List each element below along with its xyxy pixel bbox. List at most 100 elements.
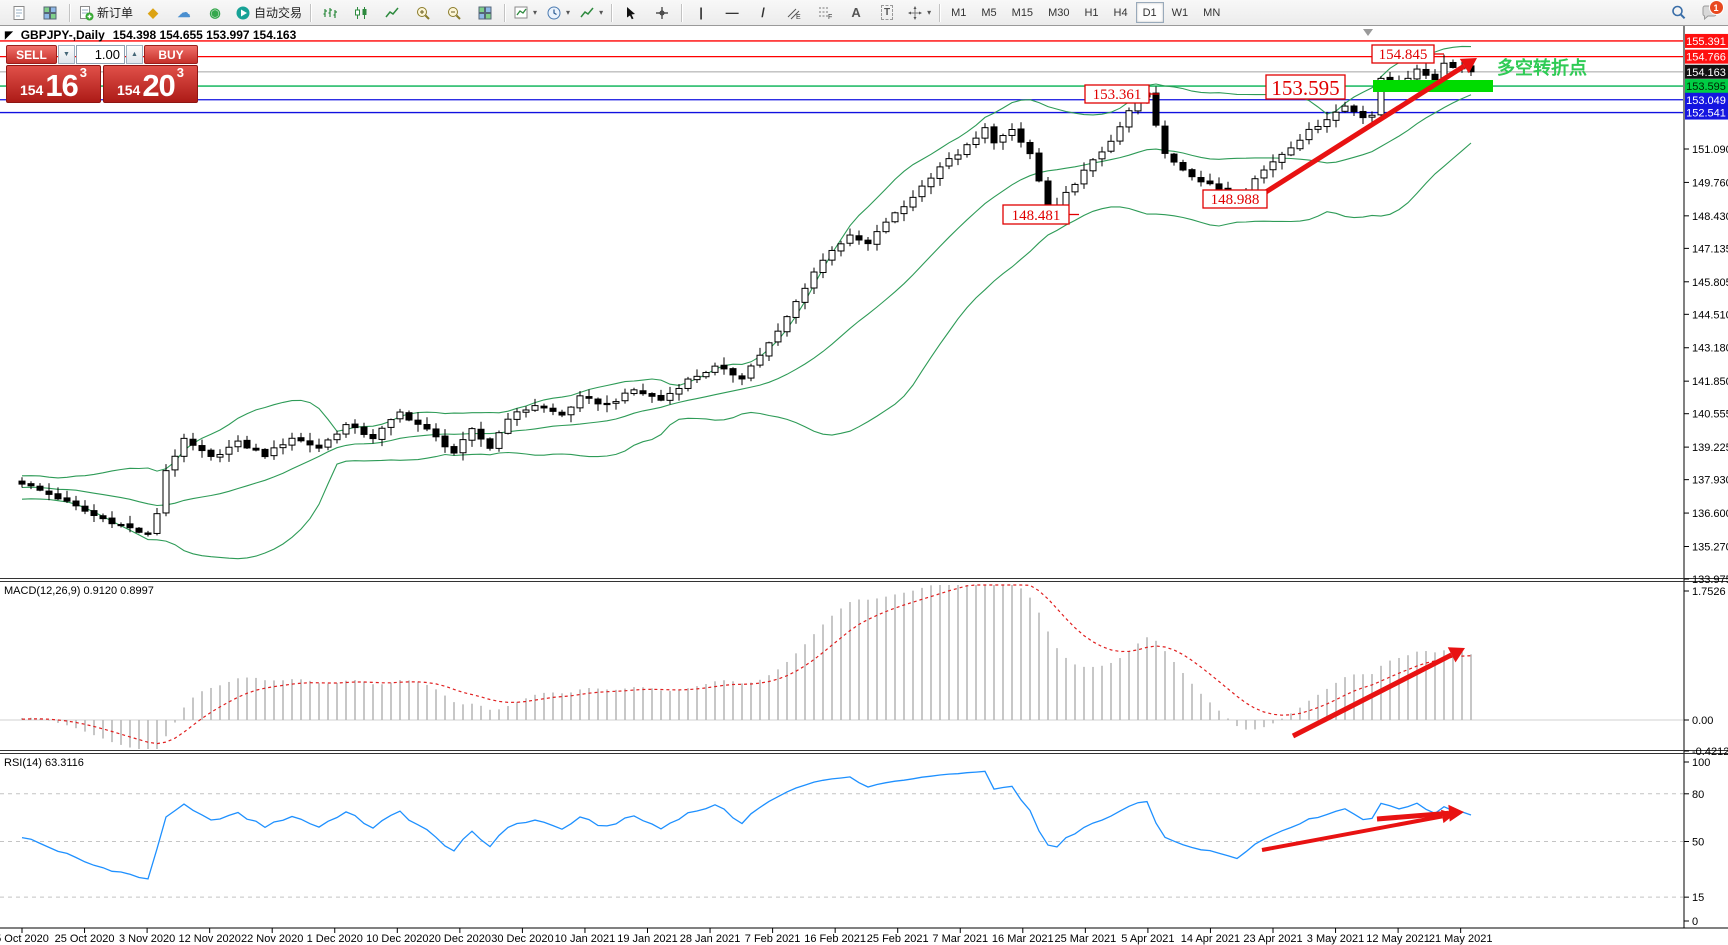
- dropdown-caret-icon[interactable]: ▾: [599, 8, 604, 17]
- indicators-icon[interactable]: ▾: [509, 1, 541, 24]
- svg-text:21 May 2021: 21 May 2021: [1429, 933, 1493, 945]
- svg-text:1.7526: 1.7526: [1692, 586, 1726, 598]
- new-order-button[interactable]: 新订单: [74, 1, 137, 24]
- timeframe-button-d1[interactable]: D1: [1135, 2, 1164, 23]
- crosshair-icon: [654, 5, 670, 21]
- arrows-icon[interactable]: ▾: [903, 1, 935, 24]
- svg-text:151.090: 151.090: [1692, 144, 1728, 156]
- svg-text:F: F: [828, 14, 832, 21]
- svg-text:10 Dec 2020: 10 Dec 2020: [366, 933, 428, 945]
- zoom-in-icon[interactable]: [408, 1, 438, 24]
- tile-windows-icon[interactable]: [470, 1, 500, 24]
- timeframe-button-m30[interactable]: M30: [1048, 6, 1070, 19]
- line-chart-icon[interactable]: [377, 1, 407, 24]
- sell-button[interactable]: SELL: [6, 45, 57, 64]
- buy-price-pip: 3: [176, 65, 185, 80]
- timeframe-button-m1[interactable]: M1: [951, 6, 967, 19]
- sell-price-pip: 3: [79, 65, 88, 80]
- crosshair-icon[interactable]: [647, 1, 677, 24]
- new-order-button-label: 新订单: [97, 6, 134, 20]
- candlestick-chart-icon: [353, 5, 369, 21]
- svg-text:155.391: 155.391: [1686, 36, 1726, 48]
- toolbar: 新订单 ◆ ☁ ◉ 自动交易 ▾ ▾ ▾ | — / E F A T ▾ M1 M5 M15 M30 H1 H4 D1 W1 M…: [0, 0, 1728, 26]
- autotrading-button[interactable]: 自动交易: [231, 1, 306, 24]
- fibonacci-icon: F: [817, 5, 833, 21]
- timeframe-button-mn[interactable]: MN: [1203, 6, 1221, 19]
- svg-text:148.430: 148.430: [1692, 211, 1728, 223]
- arrows-icon: [907, 5, 923, 21]
- svg-text:80: 80: [1692, 789, 1704, 801]
- sell-price-box[interactable]: 154 16 3: [6, 65, 101, 103]
- new-chart-icon[interactable]: [4, 1, 34, 24]
- text-icon[interactable]: A: [841, 1, 871, 24]
- periods-icon[interactable]: ▾: [542, 1, 574, 24]
- buy-button[interactable]: BUY: [144, 45, 198, 64]
- profiles-icon[interactable]: [35, 1, 65, 24]
- price-axis: 151.090 149.760 148.430 147.135 145.805 144.5…: [1684, 33, 1728, 928]
- rsi-line: [21, 770, 1472, 880]
- equidistant-channel-icon: E: [786, 5, 802, 21]
- svg-text:22 Nov 2020: 22 Nov 2020: [241, 933, 303, 945]
- chart-expand-icon[interactable]: ◤: [5, 29, 13, 41]
- metaeditor-icon[interactable]: ◆: [138, 1, 168, 24]
- svg-text:10 Jan 2021: 10 Jan 2021: [555, 933, 616, 945]
- volume-decrease-button[interactable]: ▼: [58, 45, 75, 64]
- vertical-line-icon[interactable]: |: [686, 1, 716, 24]
- volume-increase-button[interactable]: ▲: [126, 45, 143, 64]
- svg-text:-0.4212: -0.4212: [1692, 746, 1728, 758]
- svg-text:152.541: 152.541: [1686, 108, 1726, 120]
- fibonacci-icon[interactable]: F: [810, 1, 840, 24]
- rsi-label: RSI(14) 63.3116: [4, 757, 84, 769]
- svg-text:137.930: 137.930: [1692, 475, 1728, 487]
- periods-icon: [546, 5, 562, 21]
- toolbar-separator: [69, 3, 70, 22]
- candlestick-chart-icon[interactable]: [346, 1, 376, 24]
- timeframe-button-w1[interactable]: W1: [1171, 6, 1189, 19]
- volume-input[interactable]: [76, 45, 125, 64]
- text-label-icon[interactable]: T: [872, 1, 902, 24]
- chart-symbol-period: GBPJPY-,Daily: [20, 28, 105, 42]
- svg-text:136.600: 136.600: [1692, 508, 1728, 520]
- svg-text:12 May 2021: 12 May 2021: [1366, 933, 1430, 945]
- zoom-out-icon[interactable]: [439, 1, 469, 24]
- timeframe-button-h4[interactable]: H4: [1113, 6, 1128, 19]
- search-icon[interactable]: [1663, 1, 1693, 24]
- signals-icon-glyph: ◉: [209, 5, 221, 20]
- chart-region[interactable]: MACD(12,26,9) 0.9120 0.8997 RSI(14) 63.31…: [0, 26, 1728, 945]
- svg-text:19 Jan 2021: 19 Jan 2021: [617, 933, 678, 945]
- dropdown-caret-icon[interactable]: ▾: [927, 8, 932, 17]
- svg-text:20 Dec 2020: 20 Dec 2020: [429, 933, 491, 945]
- sell-price-prefix: 154: [19, 82, 44, 98]
- equidistant-channel-icon[interactable]: E: [779, 1, 809, 24]
- svg-text:1 Dec 2020: 1 Dec 2020: [307, 933, 363, 945]
- svg-text:145.805: 145.805: [1692, 277, 1728, 289]
- community-icon[interactable]: ☁: [169, 1, 199, 24]
- horizontal-line-icon[interactable]: —: [717, 1, 747, 24]
- chart-frame: [0, 26, 1728, 929]
- toolbar-separator: [681, 3, 683, 22]
- cursor-icon[interactable]: [616, 1, 646, 24]
- buy-price-box[interactable]: 154 20 3: [103, 65, 198, 103]
- candles-layer: [18, 54, 1475, 537]
- chart-canvas[interactable]: MACD(12,26,9) 0.9120 0.8997 RSI(14) 63.31…: [0, 26, 1728, 945]
- timeframe-button-m5[interactable]: M5: [981, 6, 997, 19]
- bollinger-bands: [21, 45, 1472, 560]
- macd-label: MACD(12,26,9) 0.9120 0.8997: [4, 585, 154, 597]
- chat-notifications-icon[interactable]: 1: [1694, 0, 1724, 24]
- signals-icon[interactable]: ◉: [200, 1, 230, 24]
- dropdown-caret-icon[interactable]: ▾: [566, 8, 571, 17]
- timeframe-button-m15[interactable]: M15: [1011, 6, 1034, 19]
- templates-icon[interactable]: ▾: [575, 1, 607, 24]
- toolbar-separator: [504, 3, 506, 22]
- trendline-icon[interactable]: /: [748, 1, 778, 24]
- notification-badge: 1: [1708, 0, 1724, 15]
- ohlc-bars-icon[interactable]: [315, 1, 345, 24]
- svg-text:12 Nov 2020: 12 Nov 2020: [178, 933, 240, 945]
- svg-text:30 Dec 2020: 30 Dec 2020: [491, 933, 553, 945]
- dropdown-caret-icon[interactable]: ▾: [533, 8, 538, 17]
- toolbar-separator: [611, 3, 613, 22]
- svg-text:5 Apr 2021: 5 Apr 2021: [1121, 933, 1174, 945]
- toolbar-separator: [310, 3, 312, 22]
- zoom-out-icon: [446, 5, 462, 21]
- timeframe-button-h1[interactable]: H1: [1084, 6, 1099, 19]
